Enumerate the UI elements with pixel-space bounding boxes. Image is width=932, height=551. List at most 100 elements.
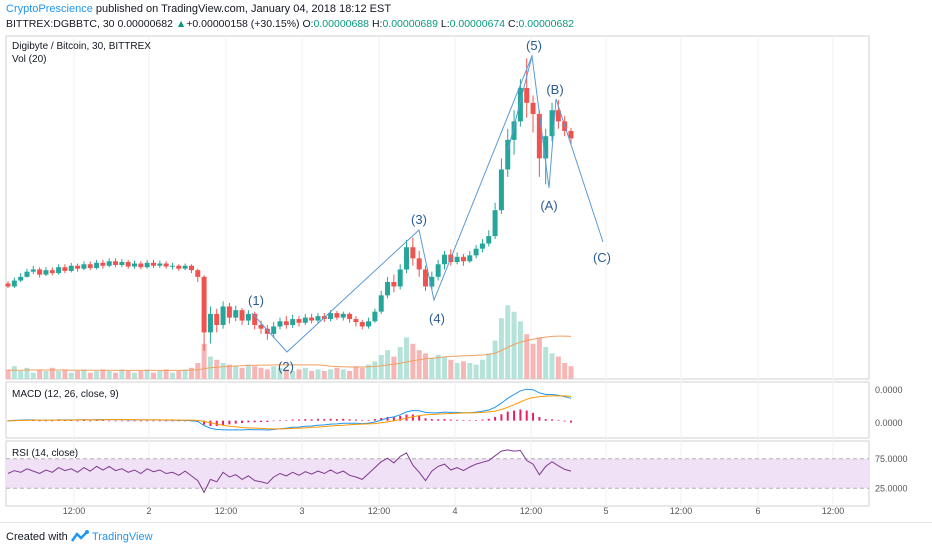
macd-histogram-bar	[361, 420, 364, 421]
volume-ma-line	[8, 335, 572, 371]
published-text: published on TradingView.com, January 04…	[95, 3, 392, 15]
time-tick-label: 5	[603, 506, 608, 516]
macd-histogram-bar	[253, 420, 256, 423]
candle-body	[378, 295, 384, 312]
candle	[169, 262, 175, 270]
candle-body	[271, 326, 277, 334]
macd-histogram-bar	[386, 416, 389, 421]
macd-histogram-bar	[437, 419, 440, 421]
macd-histogram-bar	[285, 420, 288, 421]
candle-body	[410, 247, 416, 259]
tradingview-link[interactable]: TradingView	[92, 531, 153, 543]
candle	[271, 322, 277, 339]
candle-body	[353, 319, 359, 323]
volume-bar	[239, 367, 245, 379]
candle-body	[511, 121, 517, 140]
high-label: H:	[371, 18, 383, 30]
volume-bar	[125, 371, 131, 379]
author-link[interactable]: CryptoPrescience	[6, 3, 93, 15]
macd-histogram-bar	[551, 419, 554, 421]
volume-bar	[233, 366, 239, 379]
candle-body	[24, 271, 30, 277]
macd-histogram-bar	[544, 419, 547, 421]
candle-body	[138, 263, 144, 268]
candle	[144, 259, 150, 269]
candle	[5, 281, 11, 288]
macd-histogram-bar	[139, 420, 142, 422]
candle	[277, 317, 283, 330]
macd-histogram-bar	[392, 416, 395, 421]
candle	[81, 261, 87, 271]
low-label: L:	[440, 18, 450, 30]
candle	[467, 250, 473, 263]
volume-bar	[492, 340, 498, 379]
candle	[138, 261, 144, 270]
candle-body	[220, 306, 226, 325]
candle-body	[157, 263, 163, 266]
volume-bar	[37, 369, 43, 379]
candle-body	[429, 276, 435, 287]
candle-body	[283, 321, 289, 325]
change-value: +0.00000158 (+30.15%)	[186, 18, 300, 30]
volume-bar	[195, 363, 201, 379]
volume-bar	[113, 372, 119, 379]
macd-histogram-bar	[519, 409, 522, 421]
macd-histogram-bar	[456, 419, 459, 421]
candle-body	[182, 265, 188, 269]
candle	[24, 268, 30, 278]
rsi-label: RSI (14, close)	[12, 448, 78, 459]
candle	[283, 316, 289, 329]
volume-bar	[245, 364, 251, 379]
time-tick-label: 12:00	[63, 506, 86, 516]
macd-histogram-bar	[184, 420, 187, 422]
macd-histogram-bar	[272, 420, 275, 422]
macd-histogram-bar	[114, 420, 117, 422]
volume-bar	[106, 371, 112, 379]
volume-bar	[366, 364, 372, 379]
macd-histogram-bar	[348, 419, 351, 421]
last-value: 0.00000682	[117, 18, 173, 30]
candle-body	[517, 88, 523, 122]
candle-body	[37, 269, 43, 275]
candle-body	[498, 169, 504, 211]
candle-body	[423, 269, 429, 287]
main-pane-title: Digibyte / Bitcoin, 30, BITTREX	[12, 41, 151, 52]
candle	[100, 259, 106, 269]
candle-body	[524, 88, 530, 103]
macd-histogram-bar	[329, 418, 332, 421]
candle-body	[473, 248, 479, 256]
volume-bar	[68, 372, 74, 379]
candle	[378, 290, 384, 314]
rsi-tick-label: 75.0000	[875, 454, 908, 464]
macd-histogram-bar	[127, 420, 130, 422]
candle-body	[119, 262, 125, 265]
publish-line: CryptoPrescience published on TradingVie…	[6, 3, 391, 15]
macd-histogram-bar	[63, 420, 66, 421]
macd-histogram-bar	[487, 418, 490, 421]
volume-bar	[404, 337, 410, 379]
volume-bar	[353, 366, 359, 379]
wave-label: (2)	[278, 359, 294, 374]
candle-body	[543, 136, 549, 159]
tradingview-logo-icon	[70, 530, 89, 542]
chart-canvas[interactable]: 0.000008000.000007500.000007000.00000650…	[0, 34, 932, 522]
volume-bar	[5, 369, 11, 379]
wave-label: (1)	[248, 293, 264, 308]
candle	[359, 319, 365, 330]
volume-bar	[169, 372, 175, 379]
macd-histogram-bar	[76, 420, 79, 422]
low-value: 0.00000674	[449, 18, 506, 30]
candle-body	[441, 254, 447, 265]
candle	[201, 275, 207, 351]
volume-bar	[49, 367, 55, 379]
macd-histogram-bar	[323, 419, 326, 421]
volume-bar	[188, 367, 194, 379]
candle-body	[176, 265, 182, 269]
macd-histogram-bar	[380, 418, 383, 421]
macd-histogram-bar	[304, 419, 307, 421]
wave-label: (C)	[593, 250, 611, 265]
candle	[163, 261, 169, 269]
candle-body	[239, 310, 245, 321]
candle	[397, 264, 403, 290]
volume-bar	[505, 305, 511, 379]
